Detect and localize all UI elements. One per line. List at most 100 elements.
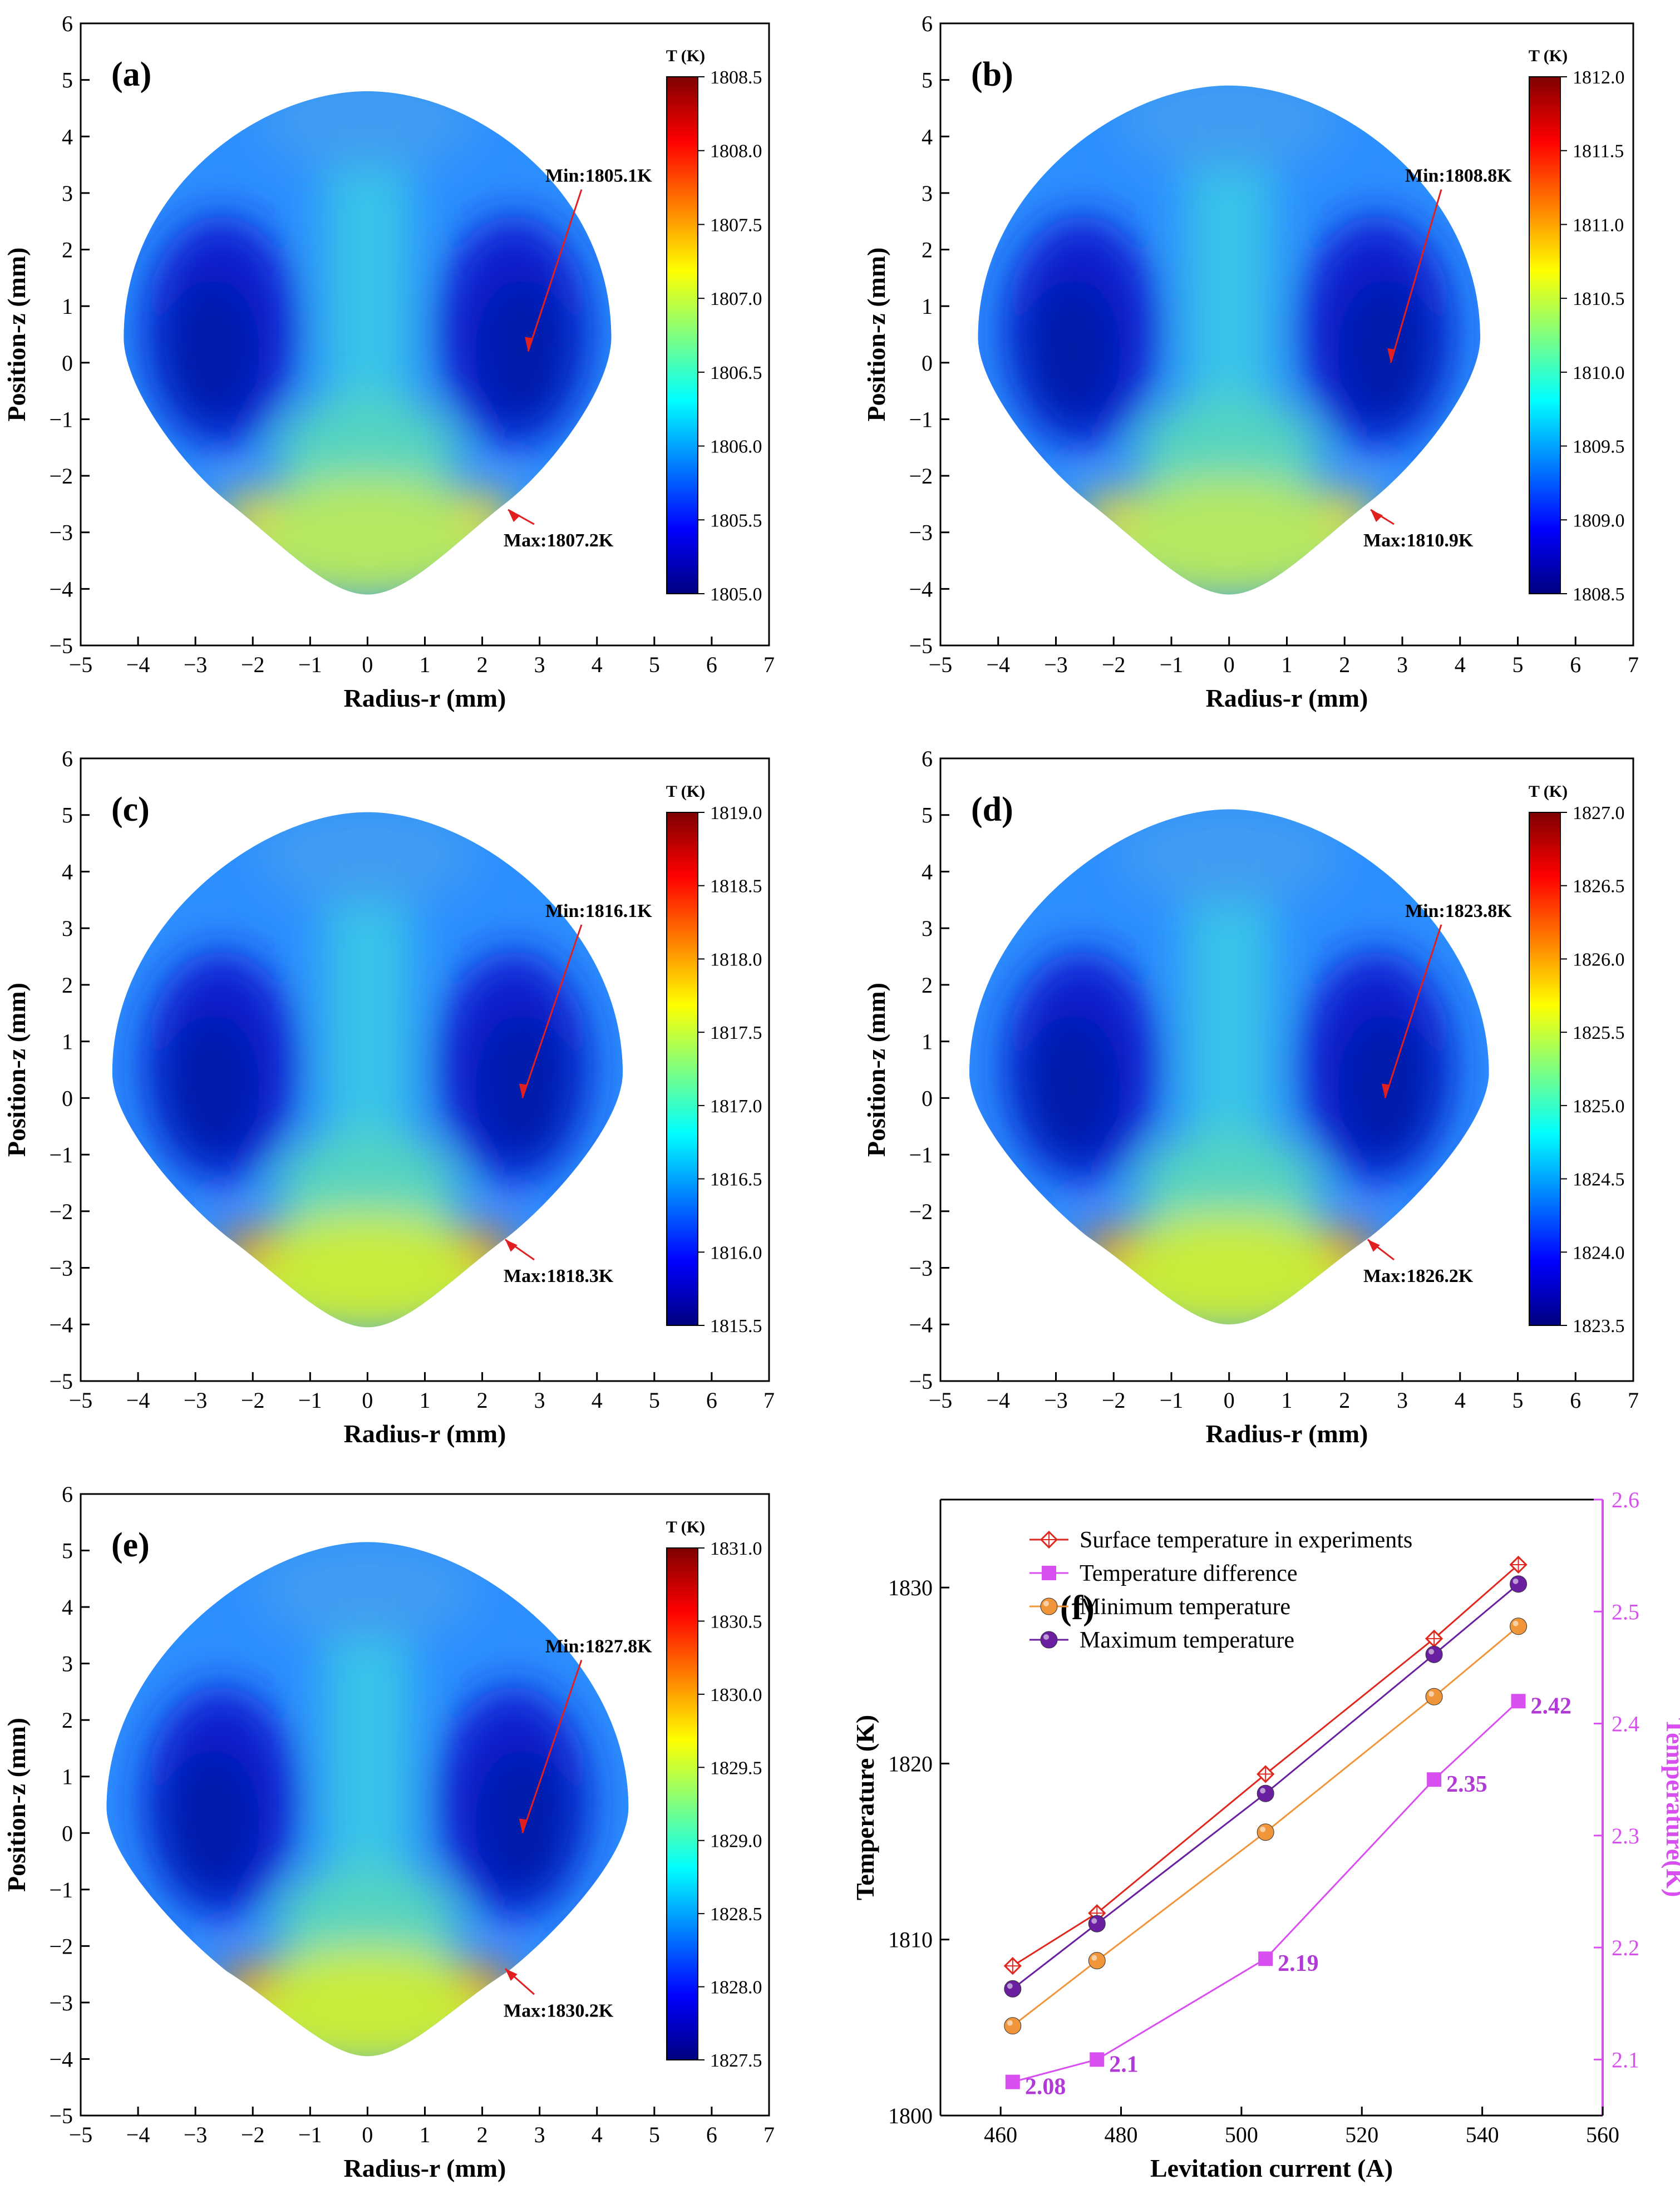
y-tick-label: −4 (909, 576, 933, 601)
cold-core-left (166, 1013, 259, 1161)
y-tick-label: 1 (62, 294, 73, 319)
y-tick-label: 1 (922, 294, 933, 319)
panel-f: 460 480 500 520 540 560 1800 1810 1820 1830 2.1 2.2… (851, 1487, 1680, 2182)
y-tick-label: 4 (922, 859, 933, 884)
x-tick-label: 1 (1282, 1388, 1293, 1413)
data-point-shine (1428, 1691, 1435, 1697)
y-tick-label: −4 (49, 576, 73, 601)
colorbar-title: T (K) (666, 47, 705, 65)
x-tick-label: 520 (1345, 2122, 1378, 2147)
colorbar (666, 812, 698, 1326)
data-point (1427, 1772, 1442, 1787)
x-tick-label: 560 (1586, 2122, 1619, 2147)
panel-a: −5 −4 −3 −2 −1 0 1 2 3 4 5 6 7 −5 −4 −3 −2 −1 0 1 2 3 4 5 6 Radiu… (2, 11, 775, 712)
panel-letter: (f) (1060, 1589, 1095, 1627)
colorbar-tick-label: 1818.0 (710, 949, 762, 970)
y-tick-label: 3 (922, 181, 933, 206)
y-axis-title: Position-z (mm) (2, 983, 31, 1157)
colorbar-tick-label: 1829.0 (710, 1831, 762, 1852)
y-tick-label: 5 (62, 68, 73, 93)
data-point-shine (1007, 2020, 1013, 2026)
x-tick-label: 460 (984, 2122, 1017, 2147)
min-arrow-head (525, 337, 533, 352)
x-tick-label: −4 (986, 652, 1010, 677)
temperature-field (969, 809, 1489, 1325)
y-tick-label: −1 (909, 407, 933, 432)
min-annotation: Min:1805.1K (545, 166, 652, 186)
x-tick-label: 5 (649, 1388, 660, 1413)
panel-letter: (e) (111, 1526, 150, 1564)
min-arrow-head (1381, 1083, 1390, 1098)
y-tick-label: −5 (909, 633, 933, 658)
colorbar-tick-label: 1815.5 (710, 1316, 762, 1337)
data-point (1090, 2052, 1105, 2067)
data-point (1510, 1618, 1528, 1635)
x-tick-label: −5 (929, 1388, 953, 1413)
x-tick-label: 5 (1513, 1388, 1524, 1413)
x-tick-label: −1 (1160, 652, 1184, 677)
y-tick-label: 3 (922, 916, 933, 941)
colorbar-tick-label: 1808.0 (710, 141, 762, 162)
colorbar-tick-label: 1805.5 (710, 510, 762, 531)
x-tick-label: −4 (126, 652, 150, 677)
hot-spot-left (221, 492, 273, 527)
panel-d: −5 −4 −3 −2 −1 0 1 2 3 4 5 6 7 −5 −4 −3 −2 −1 0 1 2 3 4 5 6 Radiu… (862, 746, 1639, 1448)
y-tick-label: −1 (49, 407, 73, 432)
y-tick-label: −4 (49, 1312, 73, 1337)
colorbar-tick-label: 1824.0 (1573, 1242, 1625, 1263)
x-tick-label: 5 (1513, 652, 1524, 677)
y-tick-label: 6 (62, 746, 73, 771)
y-tick-label: 0 (922, 351, 933, 376)
x-tick-label: 3 (534, 1388, 545, 1413)
min-arrow-head (519, 1818, 527, 1833)
legend-marker (1040, 1631, 1058, 1649)
y-tick-label: −5 (49, 2103, 73, 2128)
y-tick-label: 5 (922, 803, 933, 828)
warm-bottom (230, 1211, 505, 1328)
x-axis-title: Levitation current (A) (1150, 2154, 1393, 2182)
y-tick-label: −1 (909, 1142, 933, 1167)
y-tick-label: −5 (49, 633, 73, 658)
x-tick-label: 1 (420, 652, 431, 677)
hot-spot-left (221, 1228, 273, 1263)
y-tick-label: 2 (922, 973, 933, 998)
y-tick-label: 2 (62, 1708, 73, 1733)
y-tick-label: 1830 (888, 1575, 933, 1600)
colorbar-tick-label: 1806.5 (710, 363, 762, 383)
y-axis-title: Temperature (K) (851, 1715, 879, 1900)
panel-letter: (c) (111, 791, 150, 829)
series-1: 2.08 2.1 2.19 2.35 2.42 (1005, 1693, 1571, 2100)
x-tick-label: 7 (763, 2122, 775, 2147)
x-tick-label: 0 (1224, 652, 1235, 677)
y-axis-title: Position-z (mm) (2, 248, 31, 422)
legend-label: Temperature difference (1080, 1561, 1298, 1586)
cold-core-left (1027, 1013, 1120, 1161)
y-tick-label: 6 (922, 746, 933, 771)
legend-label: Maximum temperature (1080, 1628, 1294, 1653)
top-cap (258, 1542, 477, 1641)
hot-spot-right (1324, 492, 1377, 527)
y-axis-title: Position-z (mm) (862, 983, 890, 1157)
y-tick-label: −5 (909, 1369, 933, 1394)
y-axis-title: Position-z (mm) (862, 248, 890, 422)
data-point-shine (1007, 1983, 1013, 1989)
y2-tick-label: 2.5 (1612, 1599, 1639, 1624)
colorbar-tick-label: 1817.0 (710, 1096, 762, 1117)
x-tick-label: −5 (929, 652, 953, 677)
data-point (1257, 1823, 1274, 1841)
colorbar-title: T (K) (666, 782, 705, 801)
data-point-shine (1091, 1918, 1097, 1924)
y2-tick-label: 2.3 (1612, 1823, 1639, 1848)
y-tick-label: 0 (62, 1821, 73, 1846)
data-point-shine (1260, 1826, 1266, 1832)
x-tick-label: 3 (1397, 1388, 1408, 1413)
colorbar-tick-label: 1827.0 (1573, 803, 1625, 824)
y-tick-label: 3 (62, 181, 73, 206)
top-cap (1119, 809, 1339, 906)
y-tick-label: −1 (49, 1142, 73, 1167)
series-2 (1004, 1618, 1528, 2035)
warm-bottom (230, 1946, 505, 2057)
data-point-shine (1513, 1578, 1519, 1584)
temperature-field (978, 85, 1481, 595)
hot-spot-left (1082, 492, 1134, 527)
